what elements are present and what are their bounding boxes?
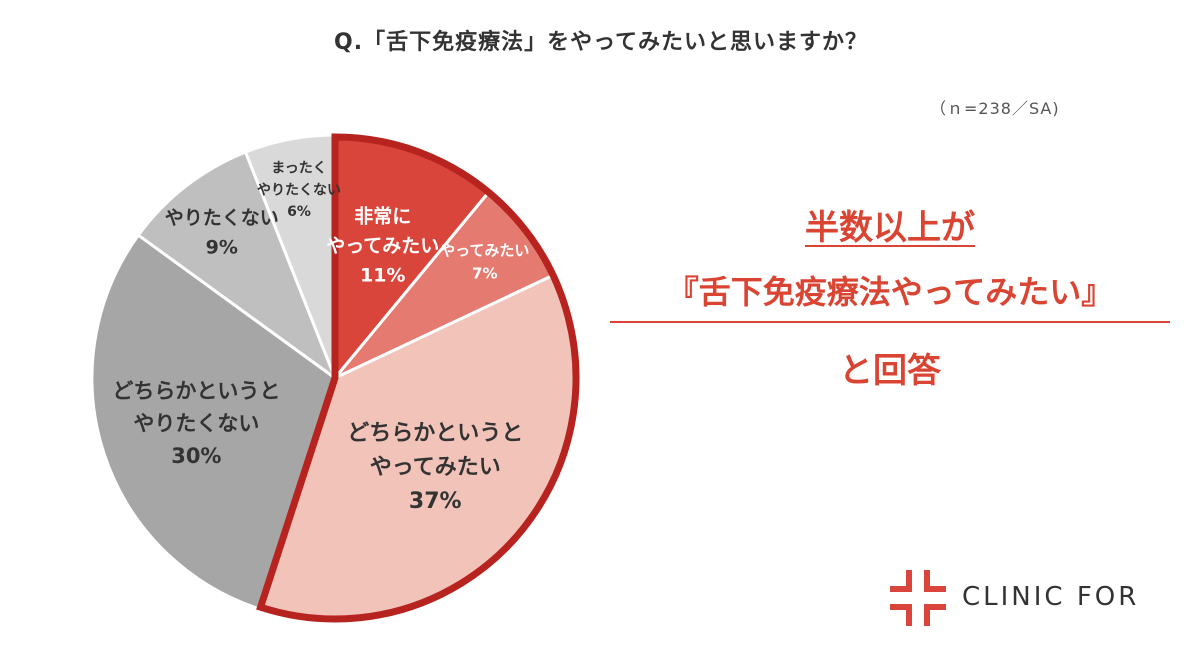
logo-text: CLINIC FOR (962, 582, 1140, 612)
slice-label-1: 非常にやってみたい 11% (326, 205, 439, 287)
message-line-1: 半数以上が (805, 208, 975, 248)
clinic-for-logo: CLINIC FOR (890, 570, 1150, 626)
slice-value: 7% (472, 265, 497, 283)
slice-label-line: 非常に (354, 205, 411, 228)
slice-label-line: やりたくない (133, 411, 259, 435)
slice-label-6: まったくやりたくない 6% (257, 161, 341, 220)
pie-chart: 非常にやってみたい 11% やってみたい 7% どちらかというとやってみたい 37% どちら… (90, 133, 580, 623)
slice-label-line: やってみたい (370, 455, 501, 480)
slice-label-line: どちらかというと (347, 421, 523, 446)
slice-label-2: やってみたい 7% (440, 241, 529, 282)
slice-label-line: やってみたい (326, 235, 439, 257)
pie-slice-5 (136, 150, 339, 383)
slice-value: 37% (409, 489, 462, 514)
pie-slice-4 (90, 233, 337, 611)
clinic-cross-icon (890, 570, 946, 626)
slice-label-line: やってみたい (440, 241, 529, 259)
message-line-3: と回答 (839, 351, 941, 391)
slice-label-line: まったく (271, 161, 326, 177)
pie-svg: 非常にやってみたい 11%やってみたい 7%どちらかというとやってみたい 37%どちら… (90, 133, 580, 623)
slice-value: 30% (171, 444, 221, 468)
slice-value: 11% (360, 264, 405, 286)
message-line-2: 『舌下免疫療法やってみたい』 (610, 267, 1170, 323)
slice-label-line: やりたくない (257, 182, 341, 198)
chart-title: Q.「舌下免疫療法」をやってみたいと思いますか？ (334, 30, 868, 55)
slice-label-3: どちらかというとやってみたい 37% (347, 421, 523, 514)
slice-value: 9% (206, 236, 238, 258)
summary-message: 半数以上が 『舌下免疫療法やってみたい』 と回答 (600, 200, 1180, 392)
slice-label-line: やりたくない (165, 207, 279, 229)
slice-label-5: やりたくない 9% (165, 207, 279, 258)
highlight-outline (256, 133, 580, 623)
slice-label-line: どちらかというと (112, 379, 280, 403)
slice-label-4: どちらかというとやりたくない 30% (112, 379, 280, 468)
sample-size-note: （ｎ=238／SA) (930, 99, 1060, 118)
slice-value: 6% (287, 204, 311, 220)
